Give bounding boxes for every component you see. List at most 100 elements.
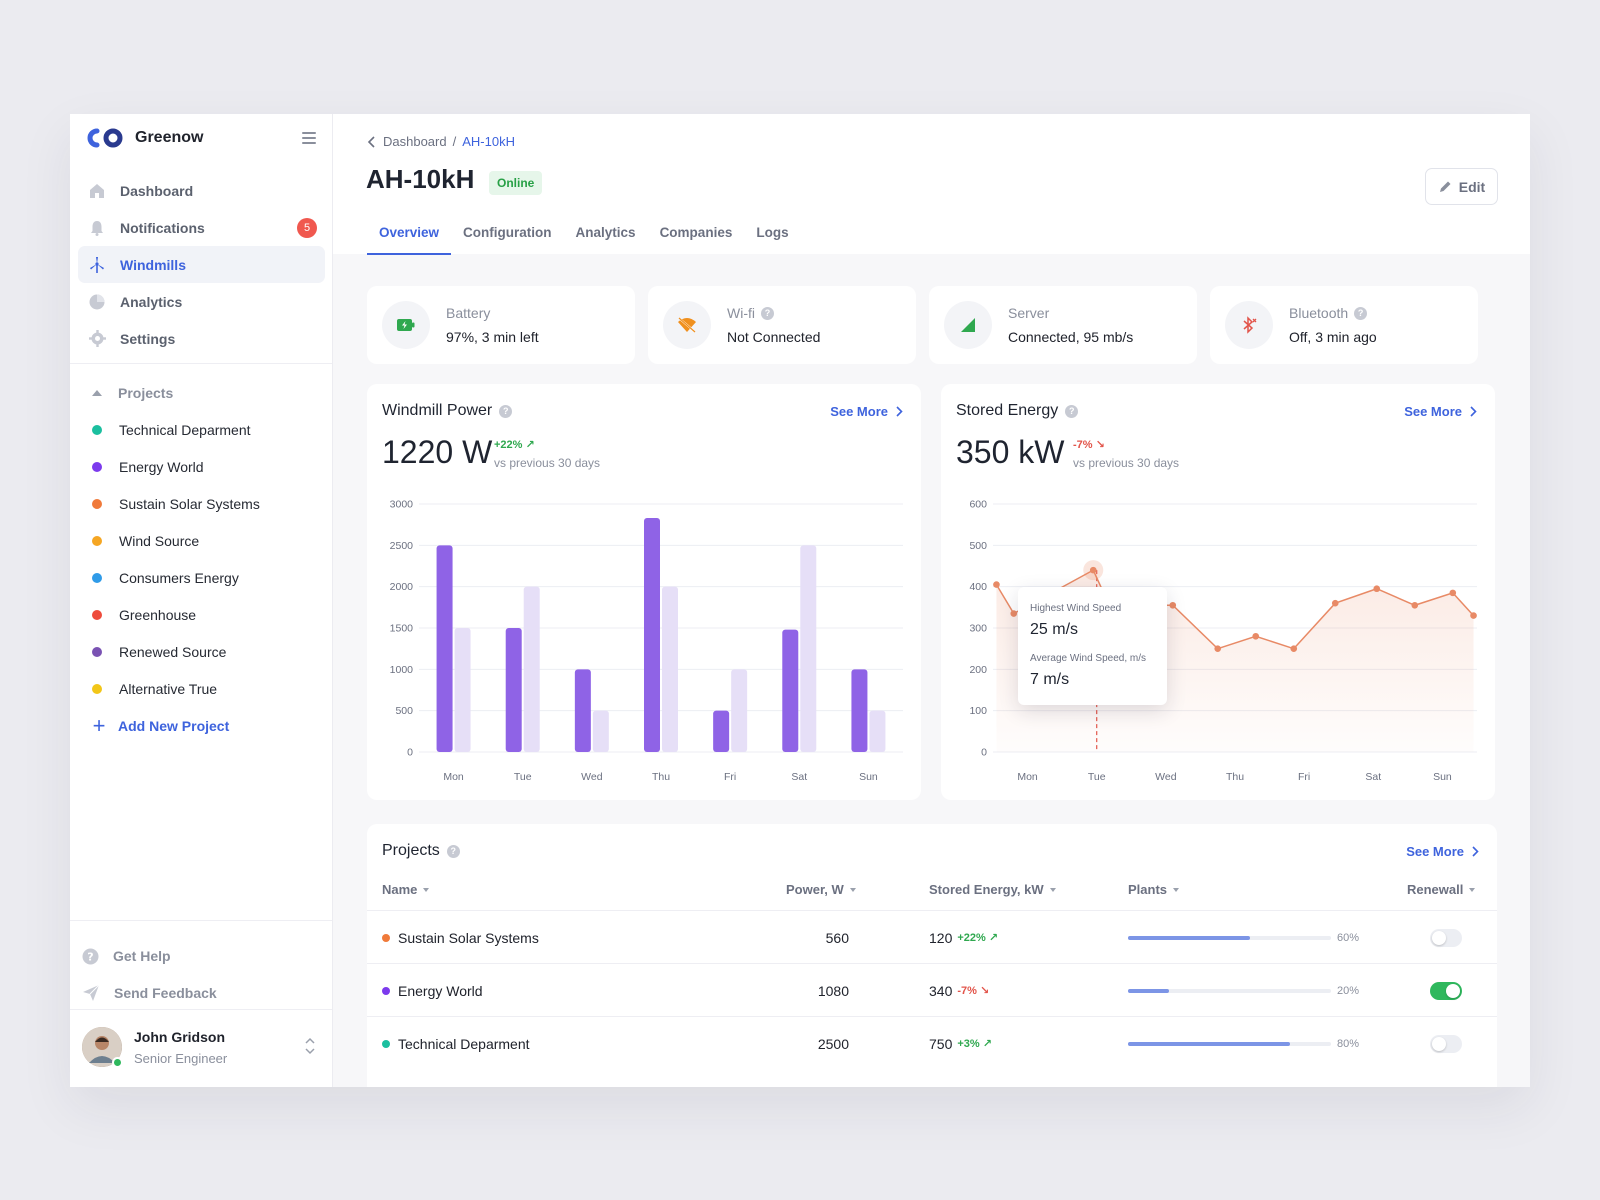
column-header-name[interactable]: Name (382, 882, 430, 897)
column-header-power[interactable]: Power, W (786, 882, 856, 897)
status-value: 97%, 3 min left (446, 329, 539, 345)
get-help-link[interactable]: ? Get Help (82, 941, 171, 971)
help-icon[interactable]: ? (761, 306, 774, 320)
energy-delta: -7% ↘ (957, 984, 989, 997)
brand[interactable]: Greenow (85, 128, 203, 148)
breadcrumb-dashboard[interactable]: Dashboard (383, 134, 447, 149)
status-label: Battery (446, 305, 539, 321)
bar-tue-series-2[interactable] (523, 586, 540, 752)
data-point[interactable] (993, 581, 1000, 588)
cell-plants: 80% (1128, 1017, 1359, 1070)
bar-sun-series-2[interactable] (869, 710, 886, 752)
data-point[interactable] (1470, 612, 1477, 619)
bar-mon-series-1[interactable] (436, 545, 453, 752)
x-tick-label: Sun (1433, 771, 1452, 783)
column-header-stored-energy[interactable]: Stored Energy, kW (929, 882, 1056, 897)
projects-see-more-link[interactable]: See More (1406, 844, 1479, 859)
data-point[interactable] (1331, 599, 1339, 607)
y-tick-label: 3000 (390, 499, 414, 511)
user-name: John Gridson (134, 1028, 225, 1045)
renewall-toggle[interactable] (1430, 981, 1462, 1000)
bar-fri-series-2[interactable] (731, 669, 748, 752)
table-row[interactable]: Technical Deparment 2500 750 +3% ↗ 80% (367, 1016, 1497, 1069)
cell-renewall (1430, 1017, 1462, 1070)
data-point[interactable] (1290, 645, 1298, 652)
tab-analytics[interactable]: Analytics (575, 224, 636, 240)
sidebar-item-windmills[interactable]: Windmills (78, 246, 325, 283)
table-row[interactable]: Sustain Solar Systems 560 120 +22% ↗ 60% (367, 910, 1497, 963)
data-point[interactable] (1089, 566, 1097, 574)
data-point[interactable] (1252, 632, 1260, 640)
sidebar-item-dashboard[interactable]: Dashboard (78, 172, 325, 209)
plants-percent: 80% (1337, 1037, 1360, 1050)
bar-mon-series-2[interactable] (454, 628, 471, 752)
project-nav-item[interactable]: Sustain Solar Systems (78, 485, 325, 522)
edit-button[interactable]: Edit (1425, 168, 1498, 205)
help-icon[interactable]: ? (446, 844, 460, 858)
data-point[interactable] (1449, 589, 1457, 597)
tab-companies[interactable]: Companies (659, 224, 733, 240)
project-nav-item[interactable]: Consumers Energy (78, 559, 325, 596)
bar-sat-series-2[interactable] (800, 545, 817, 752)
project-nav-item[interactable]: Technical Deparment (78, 411, 325, 448)
project-nav-item[interactable]: Energy World (78, 448, 325, 485)
help-icon[interactable]: ? (1065, 404, 1079, 418)
help-icon[interactable]: ? (1354, 306, 1368, 320)
bar-wed-series-2[interactable] (592, 710, 609, 752)
sidebar-item-notifications[interactable]: Notifications 5 (78, 209, 325, 246)
bar-tue-series-1[interactable] (505, 628, 522, 752)
data-point[interactable] (1010, 610, 1018, 617)
renewall-toggle[interactable] (1430, 928, 1462, 947)
see-more-label: See More (830, 404, 888, 419)
cell-stored-energy: 750 +3% ↗ (929, 1017, 992, 1070)
project-nav-item[interactable]: Wind Source (78, 522, 325, 559)
renewall-toggle[interactable] (1430, 1034, 1462, 1053)
project-nav-item[interactable]: Renewed Source (78, 633, 325, 670)
help-icon[interactable]: ? (499, 404, 513, 418)
stored-energy-see-more-link[interactable]: See More (1404, 404, 1477, 419)
bar-wed-series-1[interactable] (574, 669, 591, 752)
tab-overview[interactable]: Overview (367, 210, 452, 255)
tab-configuration[interactable]: Configuration (463, 224, 552, 240)
bar-sun-series-1[interactable] (851, 669, 868, 752)
data-point[interactable] (1411, 601, 1419, 609)
plants-progress-bar (1128, 935, 1331, 940)
bar-fri-series-1[interactable] (713, 710, 730, 752)
menu-toggle-icon[interactable] (302, 132, 316, 144)
table-row[interactable]: Energy World 1080 340 -7% ↘ 20% (367, 963, 1497, 1016)
windmill-power-see-more-link[interactable]: See More (830, 404, 903, 419)
cell-name: Technical Deparment (382, 1017, 530, 1070)
back-chevron-icon[interactable] (367, 135, 377, 148)
account-switch-icon[interactable] (304, 1036, 316, 1056)
windmill-power-chart: 0 500 1000 1500 2000 2500 3000 Mon Tue Wed Thu Fri S… (390, 499, 903, 783)
data-point[interactable] (1373, 585, 1381, 593)
plants-progress-bar (1128, 988, 1331, 993)
divider (70, 363, 332, 364)
project-color-dot (92, 609, 102, 620)
y-tick-label: 600 (969, 499, 987, 511)
bar-thu-series-1[interactable] (644, 518, 660, 752)
column-header-plants[interactable]: Plants (1128, 882, 1180, 897)
sidebar-item-settings[interactable]: Settings (78, 320, 325, 357)
bar-thu-series-2[interactable] (662, 586, 678, 752)
project-nav-item[interactable]: Greenhouse (78, 596, 325, 633)
svg-text:?: ? (87, 950, 93, 963)
energy-delta: +22% ↗ (957, 931, 998, 944)
chevron-right-icon (1470, 406, 1477, 417)
data-point[interactable] (1214, 645, 1222, 652)
project-nav-label: Technical Deparment (119, 421, 251, 438)
projects-toggle[interactable]: Projects (78, 374, 325, 411)
column-header-renewall[interactable]: Renewall (1407, 882, 1476, 897)
add-new-project-button[interactable]: + Add New Project (78, 707, 325, 744)
tab-logs[interactable]: Logs (756, 224, 789, 240)
data-point[interactable] (1169, 601, 1177, 609)
send-feedback-link[interactable]: Send Feedback (82, 978, 217, 1008)
project-nav-item[interactable]: Alternative True (78, 670, 325, 707)
see-more-label: See More (1406, 844, 1464, 859)
bar-sat-series-1[interactable] (782, 629, 799, 752)
avatar (82, 1027, 123, 1068)
user-profile[interactable]: John Gridson Senior Engineer (82, 1024, 322, 1070)
sidebar-item-analytics[interactable]: Analytics (78, 283, 325, 320)
cell-renewall (1430, 911, 1462, 964)
main-nav: Dashboard Notifications 5 Windmills Analytic… (78, 172, 325, 357)
